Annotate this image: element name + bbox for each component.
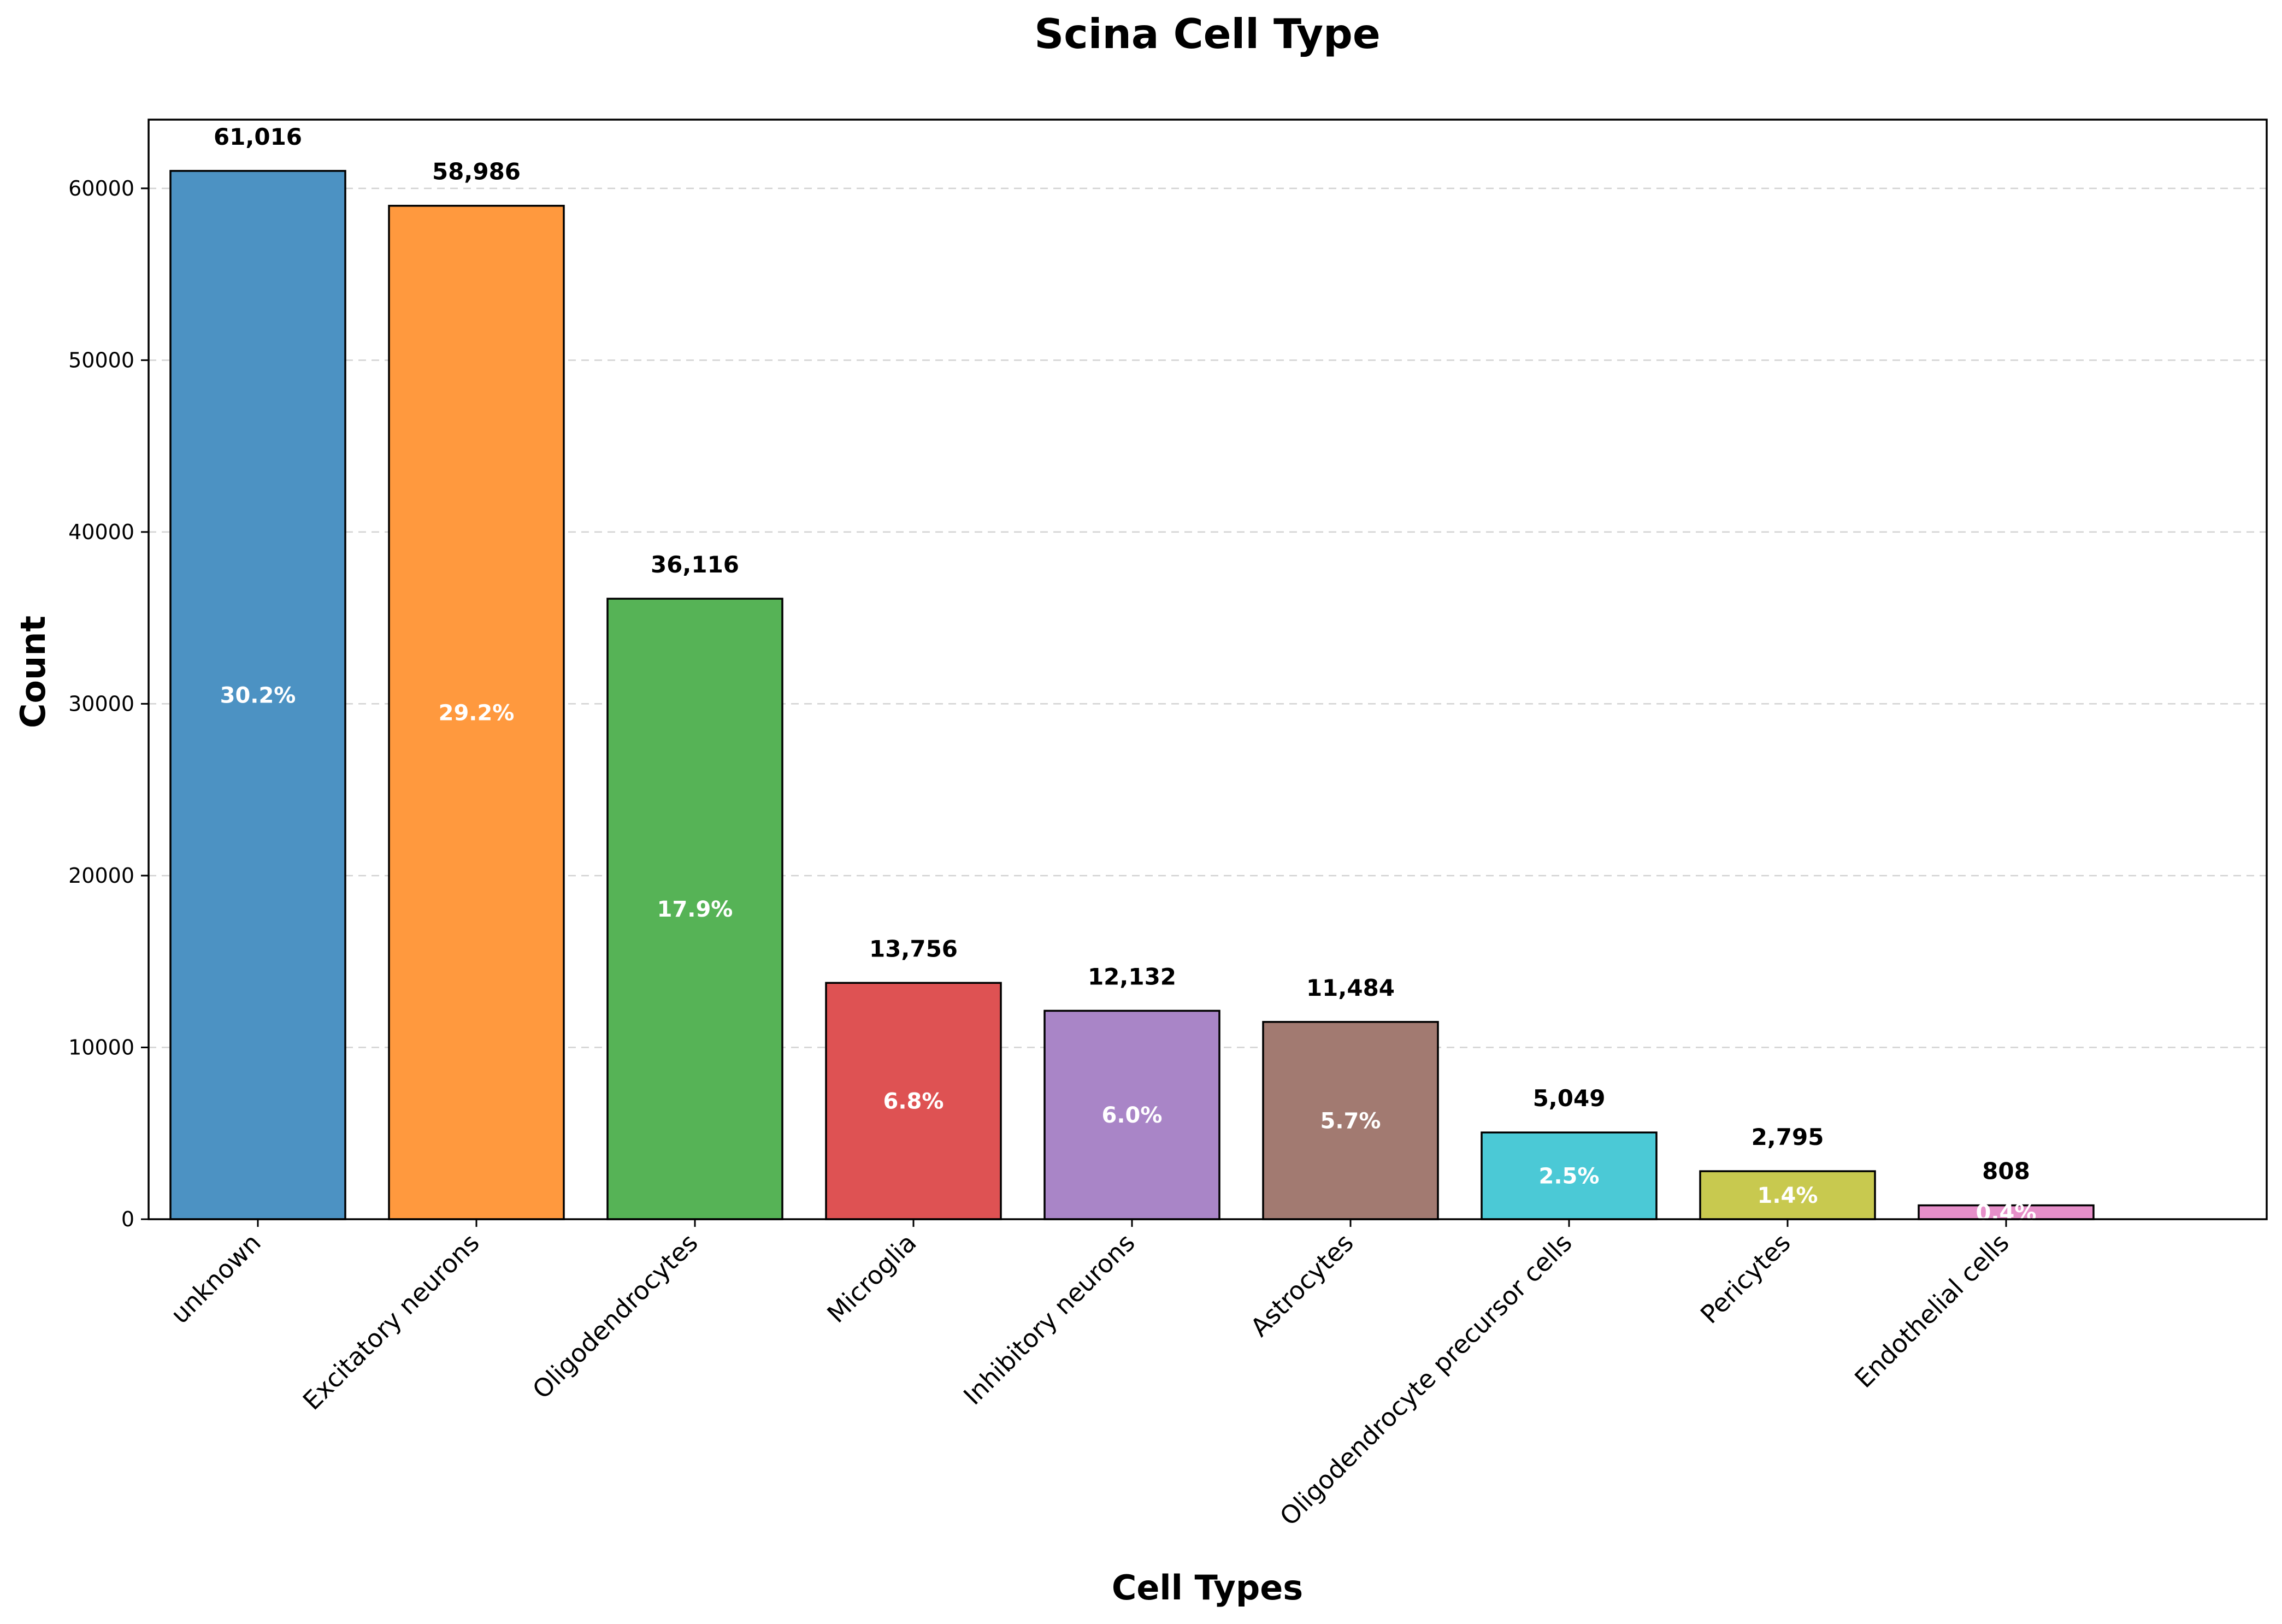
count-label-5: 12,132: [1088, 963, 1176, 990]
bar-7: [1481, 1131, 1658, 1220]
percent-label-3: 17.9%: [657, 897, 733, 922]
percent-label-6: 5.7%: [1320, 1108, 1381, 1133]
y-tick-label-40000: 40000: [68, 520, 134, 544]
x-axis-label: Cell Types: [1112, 1568, 1303, 1608]
count-label-2: 58,986: [432, 158, 521, 185]
percent-label-7: 2.5%: [1539, 1164, 1600, 1189]
percent-label-5: 6.0%: [1102, 1103, 1163, 1128]
count-label-8: 2,795: [1752, 1124, 1824, 1150]
percent-label-8: 1.4%: [1758, 1183, 1818, 1208]
bar-8: [1699, 1170, 1876, 1220]
count-label-6: 11,484: [1306, 975, 1395, 1001]
count-label-3: 36,116: [651, 551, 739, 578]
percent-label-2: 29.2%: [439, 700, 515, 725]
plot-frame: [148, 119, 2268, 1220]
y-tick-label-0: 0: [121, 1207, 134, 1231]
y-tick-label-30000: 30000: [68, 692, 134, 716]
y-axis-label: Count: [13, 616, 53, 728]
y-tick-label-60000: 60000: [68, 176, 134, 200]
count-label-4: 13,756: [869, 935, 958, 962]
chart-title: Scina Cell Type: [1034, 10, 1380, 58]
percent-label-1: 30.2%: [220, 683, 296, 708]
bar-3: [606, 598, 783, 1220]
y-tick-label-20000: 20000: [68, 864, 134, 888]
bars: [169, 170, 2095, 1220]
count-label-9: 808: [1982, 1158, 2030, 1185]
y-tick-label-50000: 50000: [68, 348, 134, 372]
count-label-7: 5,049: [1533, 1085, 1606, 1112]
y-axis: 0 10000 20000 30000 40000 50000 60000: [68, 176, 149, 1231]
count-label-1: 61,016: [214, 123, 302, 150]
bar-9: [1918, 1204, 2095, 1220]
bar-1: [169, 170, 346, 1220]
percent-label-4: 6.8%: [883, 1089, 944, 1114]
bar-4: [825, 982, 1002, 1220]
bar-2: [388, 204, 565, 1220]
y-tick-label-10000: 10000: [68, 1035, 134, 1059]
